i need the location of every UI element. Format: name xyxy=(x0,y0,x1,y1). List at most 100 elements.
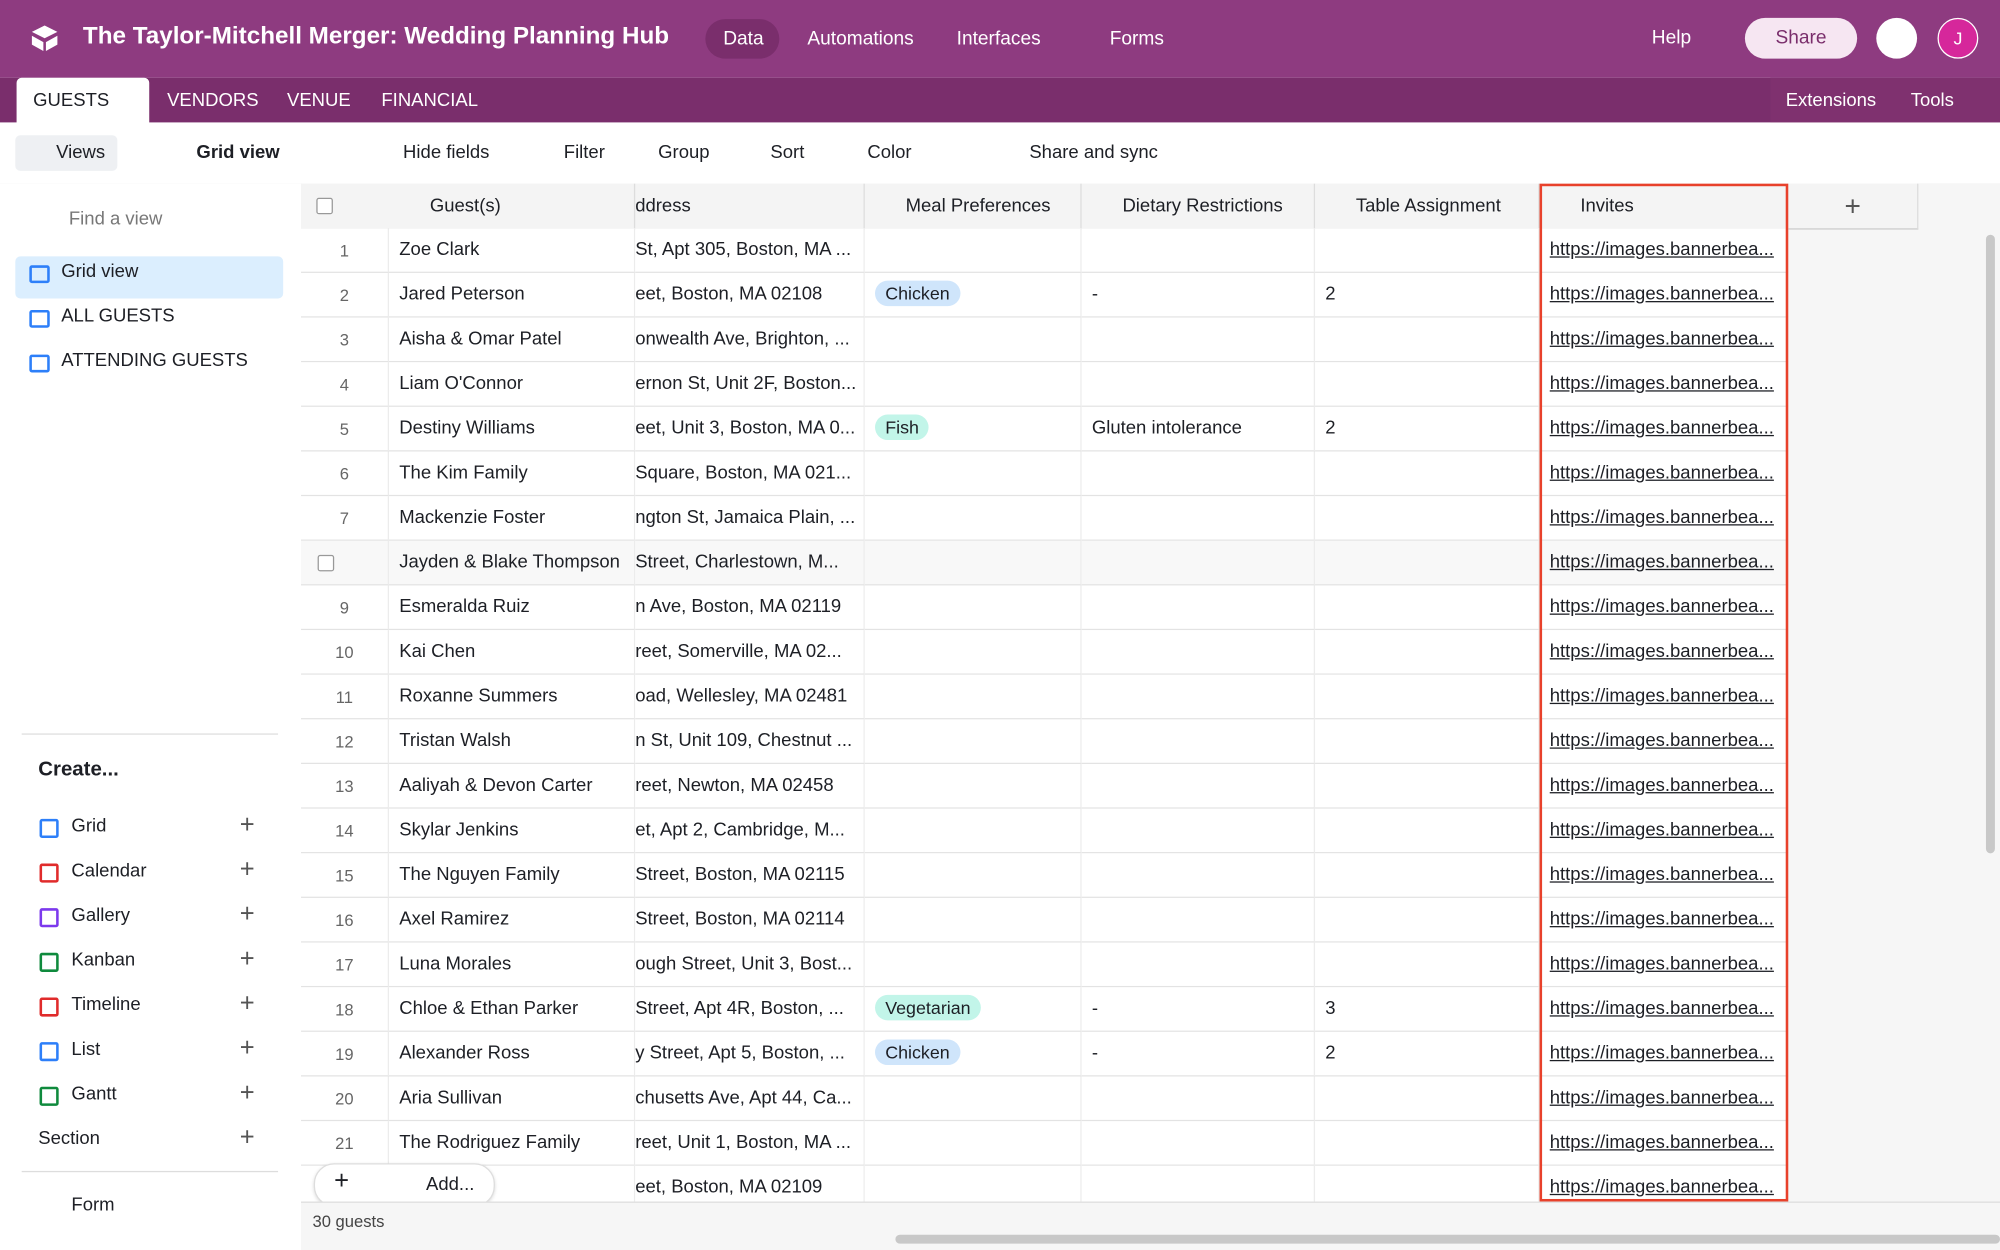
cell-text[interactable]: Jayden & Blake Thompson xyxy=(399,552,620,573)
nav-item[interactable]: Data xyxy=(723,28,764,50)
cell[interactable]: 2 xyxy=(1315,406,1540,452)
cell[interactable] xyxy=(864,228,1082,273)
cell[interactable]: https://images.bannerbea... xyxy=(1539,942,1789,988)
base-title[interactable]: The Taylor-Mitchell Merger: Wedding Plan… xyxy=(82,22,670,50)
cell[interactable]: - xyxy=(1081,987,1316,1032)
invite-link[interactable]: https://images.bannerbea... xyxy=(1549,329,1774,350)
cell[interactable]: Alexander Ross xyxy=(389,1031,636,1077)
meal-pill[interactable]: Chicken xyxy=(874,280,960,307)
cell[interactable]: St, Apt 305, Boston, MA ... xyxy=(635,228,865,273)
invite-link[interactable]: https://images.bannerbea... xyxy=(1549,998,1774,1020)
cell[interactable] xyxy=(1315,228,1540,273)
cell[interactable]: https://images.bannerbea... xyxy=(1539,406,1789,452)
create-item[interactable]: List xyxy=(71,1039,101,1060)
cell[interactable]: Tristan Walsh xyxy=(389,719,636,765)
cell[interactable]: Destiny Williams xyxy=(389,406,636,452)
create-plus[interactable]: + xyxy=(239,900,255,929)
cell[interactable]: Square, Boston, MA 021... xyxy=(635,451,865,497)
row-check[interactable] xyxy=(317,554,335,572)
nav-item[interactable]: Automations xyxy=(807,28,914,50)
cell[interactable] xyxy=(1081,808,1316,854)
cell[interactable]: n Ave, Boston, MA 02119 xyxy=(635,585,865,631)
cell[interactable]: ernon St, Unit 2F, Boston... xyxy=(635,362,865,407)
cell[interactable]: 16 xyxy=(301,897,390,943)
invite-link[interactable]: https://images.bannerbea... xyxy=(1549,730,1774,752)
cell[interactable]: 11 xyxy=(301,674,390,720)
invite-link[interactable]: https://images.bannerbea... xyxy=(1549,284,1774,305)
invite-link[interactable]: https://images.bannerbea... xyxy=(1549,775,1774,796)
cell[interactable] xyxy=(864,451,1082,497)
cell[interactable]: https://images.bannerbea... xyxy=(1539,228,1789,273)
create-item[interactable]: Gantt xyxy=(71,1084,117,1105)
cell-text[interactable]: Liam O'Connor xyxy=(399,373,524,395)
cell[interactable] xyxy=(864,942,1082,988)
create-item[interactable]: Calendar xyxy=(71,860,147,882)
cell[interactable]: Street, Boston, MA 02114 xyxy=(635,897,865,943)
column-title[interactable]: Guest(s) xyxy=(429,196,501,217)
cell[interactable]: https://images.bannerbea... xyxy=(1539,317,1789,363)
active-view-bg[interactable] xyxy=(15,256,284,299)
column-title[interactable]: Table Assignment xyxy=(1355,196,1501,217)
cell[interactable] xyxy=(864,540,1082,586)
cell[interactable] xyxy=(864,808,1082,854)
cell[interactable] xyxy=(864,853,1082,898)
view-item[interactable]: Grid view xyxy=(61,261,139,282)
invite-link[interactable]: https://images.bannerbea... xyxy=(1549,864,1774,886)
cell[interactable]: ough Street, Unit 3, Bost... xyxy=(635,942,865,988)
cell[interactable]: eet, Boston, MA 02108 xyxy=(635,272,865,318)
header-check[interactable] xyxy=(316,197,333,215)
cell[interactable] xyxy=(1315,585,1540,631)
cell-text[interactable]: Luna Morales xyxy=(399,954,512,975)
cell[interactable] xyxy=(1081,1076,1316,1122)
cell-text[interactable]: Alexander Ross xyxy=(399,1043,530,1064)
cell[interactable] xyxy=(864,362,1082,407)
cell[interactable] xyxy=(1081,228,1316,273)
nav-active-bg[interactable] xyxy=(705,19,780,59)
create-plus[interactable]: + xyxy=(239,989,255,1018)
cell[interactable]: Aisha & Omar Patel xyxy=(389,317,636,363)
cell[interactable] xyxy=(1315,764,1540,809)
toolbar-action[interactable]: Color xyxy=(867,142,912,164)
cell[interactable] xyxy=(1081,897,1316,943)
view-item[interactable]: ATTENDING GUESTS xyxy=(61,350,248,372)
invite-link[interactable]: https://images.bannerbea... xyxy=(1549,1177,1774,1198)
cell[interactable] xyxy=(1315,362,1540,407)
cell[interactable] xyxy=(1081,630,1316,675)
cell[interactable]: 12 xyxy=(301,719,390,765)
cell[interactable]: https://images.bannerbea... xyxy=(1539,1076,1789,1122)
cell[interactable]: 4 xyxy=(301,362,390,407)
toolbar-action[interactable]: Hide fields xyxy=(403,142,490,164)
cell[interactable] xyxy=(1081,764,1316,809)
cell[interactable]: ngton St, Jamaica Plain, ... xyxy=(635,496,865,541)
cell[interactable]: https://images.bannerbea... xyxy=(1539,496,1789,541)
cell[interactable]: 2 xyxy=(301,272,390,318)
create-form[interactable]: Form xyxy=(71,1195,115,1216)
nav-item[interactable]: Interfaces xyxy=(956,28,1041,50)
cell[interactable] xyxy=(1081,540,1316,586)
cell-text[interactable]: Esmeralda Ruiz xyxy=(399,596,530,618)
cell[interactable]: https://images.bannerbea... xyxy=(1539,719,1789,765)
invite-link[interactable]: https://images.bannerbea... xyxy=(1549,686,1774,707)
cell[interactable] xyxy=(1315,719,1540,765)
cell[interactable]: 2 xyxy=(1315,1031,1540,1077)
cell[interactable]: The Rodriguez Family xyxy=(389,1121,636,1166)
add-plus[interactable]: + xyxy=(334,1167,350,1196)
cell[interactable] xyxy=(1081,317,1316,363)
cell[interactable] xyxy=(864,897,1082,943)
invite-link[interactable]: https://images.bannerbea... xyxy=(1549,463,1774,484)
cell-text[interactable]: The Kim Family xyxy=(399,463,528,484)
cell[interactable]: Aria Sullivan xyxy=(389,1076,636,1122)
cell[interactable] xyxy=(1081,1121,1316,1166)
create-item[interactable]: Section xyxy=(38,1128,100,1150)
cell[interactable]: 14 xyxy=(301,808,390,854)
cell[interactable]: https://images.bannerbea... xyxy=(1539,1121,1789,1166)
cell[interactable]: reet, Somerville, MA 02... xyxy=(635,630,865,675)
cell[interactable]: Kai Chen xyxy=(389,630,636,675)
cell-text[interactable]: Tristan Walsh xyxy=(399,730,511,752)
cell[interactable]: Street, Boston, MA 02115 xyxy=(635,853,865,898)
invite-link[interactable]: https://images.bannerbea... xyxy=(1549,909,1774,930)
cell[interactable]: Street, Charlestown, M... xyxy=(635,540,865,586)
column-header[interactable] xyxy=(1315,183,1540,229)
cell[interactable]: 6 xyxy=(301,451,390,497)
tab[interactable]: VENDORS xyxy=(167,90,259,111)
